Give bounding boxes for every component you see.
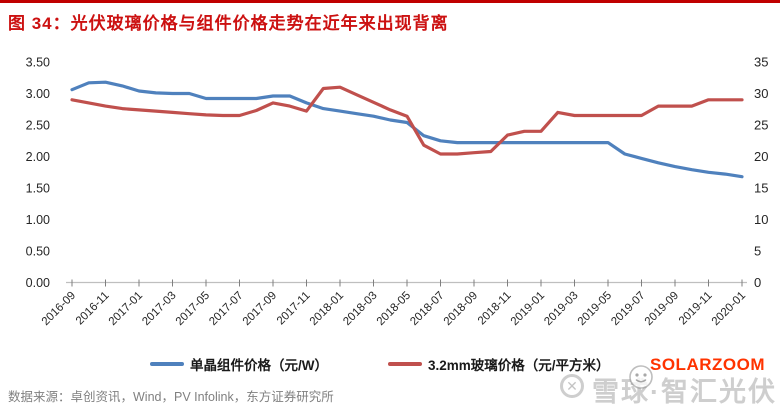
mascot-face-icon: [629, 365, 653, 389]
right-axis-tick-label: 20: [754, 149, 768, 164]
x-tick-label: 2017-05: [174, 290, 212, 328]
x-tick-label: 2016-11: [74, 290, 112, 328]
x-tick-label: 2019-07: [609, 290, 647, 328]
x-tick-label: 2019-11: [677, 290, 715, 328]
left-axis-tick-label: 0.00: [26, 276, 50, 290]
legend-line-swatch-red: [388, 362, 422, 366]
right-axis-tick-label: 35: [754, 55, 768, 70]
right-axis-tick-label: 30: [754, 86, 768, 101]
left-axis-tick-label: 3.50: [26, 56, 50, 70]
x-tick-label: 2017-09: [241, 290, 279, 328]
xueqiu-logo-glyph: ✕: [566, 377, 578, 394]
x-tick-label: 2018-07: [408, 290, 446, 328]
right-axis-tick-label: 25: [754, 118, 768, 133]
x-tick-label: 2017-11: [275, 290, 313, 328]
x-tick-label: 2017-01: [107, 290, 145, 328]
x-tick-label: 2020-01: [710, 290, 748, 328]
x-tick-label: 2018-05: [375, 290, 413, 328]
legend-line-swatch-blue: [150, 362, 184, 366]
top-divider: [0, 0, 780, 3]
x-tick-label: 2018-01: [308, 290, 346, 328]
xueqiu-watermark-text: 雪球·智汇光伏: [592, 377, 777, 407]
series-line-glass: [70, 85, 744, 156]
legend-item-glass-price: 3.2mm玻璃价格（元/平方米）: [388, 354, 610, 374]
right-axis-tick-label: 15: [754, 181, 768, 196]
left-axis-tick-label: 1.50: [26, 182, 50, 196]
legend-label-module-price: 单晶组件价格（元/W）: [190, 358, 328, 373]
left-axis-tick-label: 3.00: [26, 87, 50, 101]
legend-label-glass-price: 3.2mm玻璃价格（元/平方米）: [428, 358, 610, 373]
x-tick-label: 2019-03: [542, 290, 580, 328]
source-note: 数据来源：卓创资讯，Wind，PV Infolink，东方证券研究所: [8, 390, 334, 404]
x-tick-label: 2017-03: [140, 290, 178, 328]
x-tick-label: 2019-09: [643, 290, 681, 328]
x-tick-label: 2018-09: [442, 290, 480, 328]
figure-title: 图 34：光伏玻璃价格与组件价格走势在近年来出现背离: [8, 14, 449, 33]
chart-legend: 单晶组件价格（元/W） 3.2mm玻璃价格（元/平方米）: [0, 354, 780, 374]
x-tick-label: 2018-11: [476, 290, 514, 328]
x-tick-label: 2018-03: [341, 290, 379, 328]
legend-item-module-price: 单晶组件价格（元/W）: [150, 354, 328, 374]
xueqiu-logo-icon: ✕: [560, 374, 584, 398]
left-axis-tick-label: 2.00: [26, 150, 50, 164]
solarzoom-watermark: SOLARZOOM: [650, 355, 765, 374]
x-tick-label: 2019-05: [576, 290, 614, 328]
series-line-module: [70, 80, 744, 179]
left-axis-tick-label: 0.50: [26, 245, 50, 259]
x-tick-label: 2016-09: [40, 290, 78, 328]
x-tick-label: 2019-01: [509, 290, 547, 328]
right-axis-tick-label: 5: [754, 244, 761, 259]
left-axis-tick-label: 1.00: [26, 213, 50, 227]
left-axis-tick-label: 2.50: [26, 119, 50, 133]
right-axis-tick-label: 0: [754, 275, 761, 290]
right-axis-tick-label: 10: [754, 212, 768, 227]
x-tick-label: 2017-07: [207, 290, 245, 328]
